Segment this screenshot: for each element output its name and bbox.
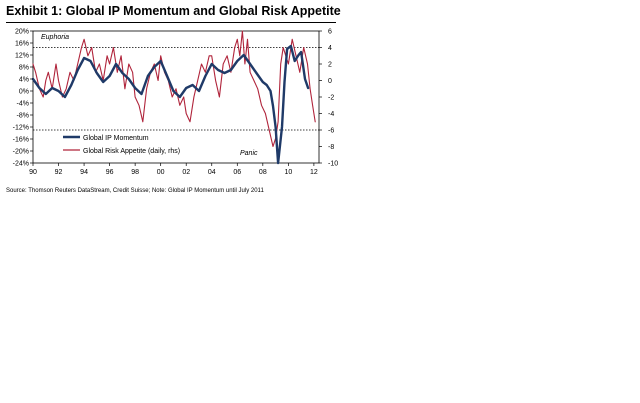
reference-lines (33, 47, 319, 131)
left-tick-label: 16% (15, 41, 29, 48)
euphoria-annotation: Euphoria (41, 34, 69, 41)
x-tick-label: 06 (233, 169, 241, 176)
series-line-ip-momentum (31, 44, 310, 165)
panic-annotation: Panic (240, 150, 258, 157)
left-tick-label: 4% (19, 77, 29, 84)
legend: Global IP Momentum Global Risk Appetite … (63, 135, 180, 155)
right-tick-label: 2 (328, 62, 332, 69)
x-tick-label: 98 (131, 169, 139, 176)
chart-title: Exhibit 1: Global IP Momentum and Global… (6, 4, 341, 18)
x-tick-label: 12 (310, 169, 318, 176)
x-tick-label: 08 (259, 169, 267, 176)
right-tick-label: -10 (328, 161, 338, 168)
x-tick-label: 90 (29, 169, 37, 176)
left-tick-label: 8% (19, 65, 29, 72)
right-tick-label: -8 (328, 144, 334, 151)
left-tick-label: -24% (13, 161, 29, 168)
left-tick-label: 20% (15, 29, 29, 36)
x-axis: 90 92 94 96 98 00 02 04 06 08 10 12 (29, 163, 318, 176)
right-tick-label: 4 (328, 45, 332, 52)
x-tick-label: 10 (284, 169, 292, 176)
line-chart: 20% 16% 12% 8% 4% 0% -4% -8% -12% -16% -20% -24% 6 4… (13, 29, 339, 177)
right-axis: 6 4 2 0 -2 -4 -6 -8 -10 (319, 29, 338, 168)
x-tick-label: 94 (80, 169, 88, 176)
right-tick-label: 6 (328, 29, 332, 36)
left-tick-label: 12% (15, 53, 29, 60)
x-tick-label: 92 (55, 169, 63, 176)
right-tick-label: -4 (328, 111, 334, 118)
legend-label-risk: Global Risk Appetite (daily, rhs) (83, 148, 180, 155)
legend-label-ip: Global IP Momentum (83, 135, 149, 142)
right-tick-label: -6 (328, 128, 334, 135)
series-line-risk-appetite (32, 30, 316, 148)
right-tick-label: -2 (328, 95, 334, 102)
left-tick-label: -12% (13, 125, 29, 132)
x-tick-label: 00 (157, 169, 165, 176)
x-tick-label: 96 (106, 169, 114, 176)
source-note: Source: Thomson Reuters DataStream, Cred… (6, 188, 264, 194)
left-tick-label: 0% (19, 89, 29, 96)
x-tick-label: 02 (182, 169, 190, 176)
left-tick-label: -16% (13, 137, 29, 144)
series-layer (31, 30, 316, 165)
right-tick-label: 0 (328, 78, 332, 85)
left-tick-label: -4% (17, 101, 29, 108)
x-tick-label: 04 (208, 169, 216, 176)
left-axis: 20% 16% 12% 8% 4% 0% -4% -8% -12% -16% -20% -24% (13, 29, 33, 168)
title-rule (6, 22, 336, 23)
left-tick-label: -8% (17, 113, 29, 120)
left-tick-label: -20% (13, 149, 29, 156)
